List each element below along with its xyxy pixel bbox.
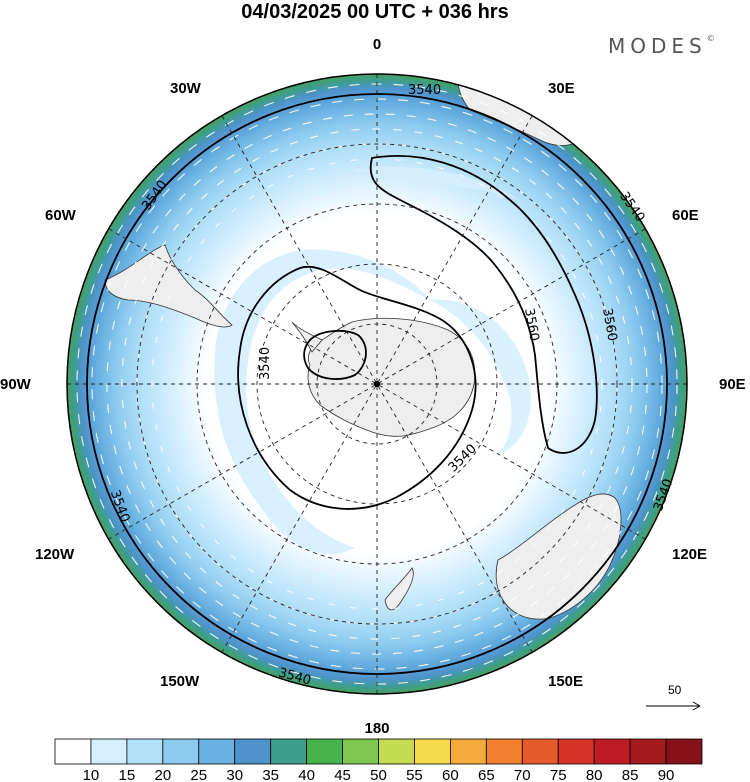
- colorbar-tick-label: 70: [514, 767, 531, 782]
- map-boundary: [66, 73, 688, 695]
- lon-label-120w: 120W: [35, 546, 75, 563]
- colorbar-swatch: [557, 738, 595, 765]
- brand-logo: MODES©: [608, 34, 715, 58]
- colorbar-tick-label: 60: [442, 767, 459, 782]
- lon-label-30w: 30W: [170, 80, 202, 97]
- reference-vector-label: 50: [668, 683, 682, 697]
- contour-inner-low: [303, 329, 367, 380]
- lon-label-150e: 150E: [548, 673, 583, 690]
- colorbar-tick-label: 25: [190, 767, 207, 782]
- contour-label: 3560: [521, 307, 542, 342]
- colorbar-tick-label: 75: [550, 767, 567, 782]
- colorbar-tick-label: 45: [334, 767, 351, 782]
- colorbar-swatch: [378, 738, 415, 765]
- colorbar-swatch: [414, 738, 451, 765]
- colorbar-tick-label: 20: [154, 767, 171, 782]
- south-pole-marker: [374, 381, 380, 387]
- contour-label: 3560: [599, 307, 620, 342]
- colorbar-swatch: [270, 738, 308, 765]
- colorbar-swatch: [342, 738, 379, 765]
- copyright-mark: ©: [706, 34, 715, 43]
- landmasses: [104, 79, 622, 620]
- contour-3560: [369, 155, 598, 454]
- colorbar-tick-label: 15: [119, 767, 136, 782]
- colorbar-swatch: [54, 738, 92, 765]
- lon-label-60e: 60E: [672, 207, 699, 224]
- brand-name: MODES: [608, 34, 707, 58]
- longitude-labels: 0 180 90E 90W 30E 60E 120E 150E 30W 60W …: [0, 36, 746, 737]
- colorbar-swatch: [449, 738, 487, 765]
- colorbar-tick-label: 50: [370, 767, 387, 782]
- contour-3540-inner: [237, 265, 477, 510]
- colorbar-swatch: [234, 738, 272, 765]
- colorbar-tick-label: 85: [622, 767, 639, 782]
- colorbar-swatch: [198, 738, 236, 765]
- contour-label: 3540: [258, 347, 273, 380]
- colorbar-swatch: [90, 738, 128, 765]
- contour-label: 3540: [408, 83, 441, 98]
- colorbar-swatch: [593, 738, 631, 765]
- colorbar-tick-label: 40: [298, 767, 315, 782]
- colorbar-swatch: [629, 738, 667, 765]
- antarctic-peninsula: [291, 321, 323, 353]
- lon-label-180: 180: [364, 720, 389, 737]
- colorbar-swatch: [126, 738, 164, 765]
- colorbar-swatch: [162, 738, 200, 765]
- colorbar-tick-label: 30: [226, 767, 243, 782]
- lon-label-120e: 120E: [672, 546, 707, 563]
- colorbar-swatch: [665, 738, 703, 765]
- arrowhead-icon: [692, 701, 701, 711]
- lon-label-150w: 150W: [160, 673, 200, 690]
- colorbar-tick-label: 35: [262, 767, 279, 782]
- colorbar: 10 15 20 25 30 35 40 45 50 55 60 65 70 75 80 85 90: [54, 738, 703, 782]
- reference-vector: 50: [646, 683, 701, 711]
- lon-label-90w: 90W: [0, 376, 32, 393]
- colorbar-tick-label: 55: [406, 767, 423, 782]
- colorbar-swatch: [306, 738, 343, 765]
- south-america: [104, 244, 233, 328]
- colorbar-swatch: [521, 738, 559, 765]
- colorbar-swatch: [485, 738, 523, 765]
- graticule: [67, 74, 687, 694]
- lon-label-90e: 90E: [719, 376, 746, 393]
- lon-label-60w: 60W: [45, 207, 77, 224]
- lon-label-30e: 30E: [548, 80, 575, 97]
- new-zealand: [384, 567, 414, 611]
- colorbar-tick-label: 10: [83, 767, 100, 782]
- map-title: 04/03/2025 00 UTC + 036 hrs: [241, 1, 509, 23]
- lon-label-0: 0: [373, 36, 381, 53]
- colorbar-tick-label: 90: [658, 767, 675, 782]
- colorbar-tick-label: 80: [586, 767, 603, 782]
- colorbar-tick-label: 65: [478, 767, 495, 782]
